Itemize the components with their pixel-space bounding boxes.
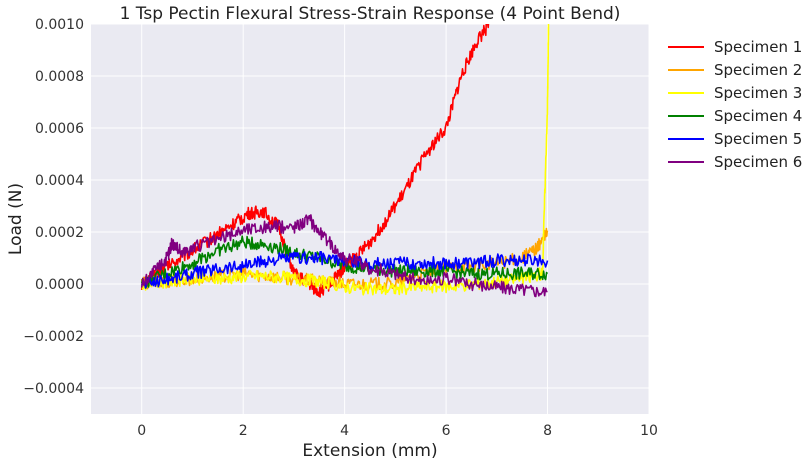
y-tick-label: 0.0006 (35, 121, 84, 137)
legend-label: Specimen 5 (714, 130, 802, 148)
x-tick-label: 4 (340, 423, 349, 439)
legend-label: Specimen 4 (714, 107, 802, 125)
y-tick-label: 0.0004 (35, 173, 84, 189)
series-line-specimen-6 (140, 214, 548, 298)
x-tick-label: 6 (442, 423, 451, 439)
y-axis-label: Load (N) (6, 183, 26, 255)
y-tick-label: −0.0002 (23, 329, 84, 345)
x-tick-label: 8 (543, 423, 552, 439)
y-tick-label: 0.0008 (35, 69, 84, 85)
legend: Specimen 1 Specimen 2 Specimen 3 Specimen 4… (668, 38, 802, 171)
x-tick-label: 0 (137, 423, 146, 439)
x-axis-label: Extension (mm) (302, 441, 437, 461)
legend-label: Specimen 2 (714, 61, 802, 79)
plot-background (91, 24, 649, 414)
chart-title: 1 Tsp Pectin Flexural Stress-Strain Resp… (120, 4, 621, 24)
y-tick-label: 0.0010 (35, 17, 84, 33)
y-tick-label: 0.0000 (35, 277, 84, 293)
legend-label: Specimen 1 (714, 38, 802, 56)
y-tick-label: 0.0002 (35, 225, 84, 241)
x-tick-label: 10 (640, 423, 658, 439)
y-tick-label: −0.0004 (23, 381, 84, 397)
grid-lines (91, 23, 650, 414)
legend-label: Specimen 6 (714, 153, 802, 171)
tick-labels: 0 2 4 6 8 10 −0.0004 −0.0002 0.0000 0.0002 0.0004 0… (23, 17, 658, 439)
legend-label: Specimen 3 (714, 84, 802, 102)
x-tick-label: 2 (239, 423, 248, 439)
series-lines (140, 24, 550, 298)
